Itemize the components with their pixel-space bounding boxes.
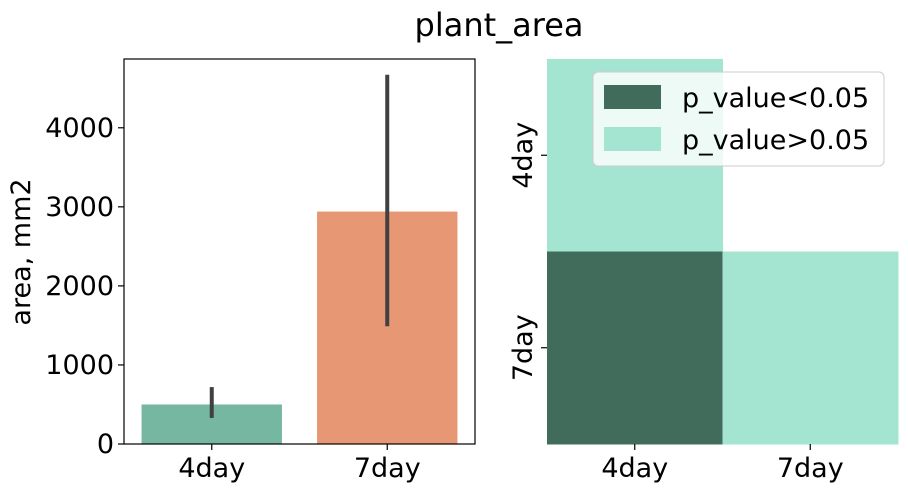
- y-axis-label: area, mm2: [6, 178, 37, 325]
- legend-swatch: [604, 127, 661, 151]
- heatmap-cell: [547, 251, 723, 445]
- y-tick-label: 0: [97, 429, 114, 460]
- legend: p_value<0.05 p_value>0.05: [592, 71, 885, 167]
- bar-marks: [141, 74, 458, 444]
- y-tick-label: 1000: [45, 350, 114, 381]
- x-tick-label: 7day: [777, 453, 844, 484]
- heatmap-cell: [722, 251, 899, 445]
- y-tick-label: 2000: [45, 271, 114, 302]
- figure-title: plant_area: [415, 6, 584, 44]
- y-tick-label: 4day: [508, 122, 539, 189]
- x-tick-label: 4day: [601, 453, 668, 484]
- y-tick-label: 4000: [45, 113, 114, 144]
- legend-box: [592, 71, 885, 167]
- legend-label: p_value<0.05: [682, 83, 869, 114]
- legend-label: p_value>0.05: [682, 125, 869, 156]
- legend-swatch: [604, 85, 661, 109]
- x-tick-label: 7day: [354, 453, 421, 484]
- heatmap-cells: [547, 59, 899, 445]
- x-tick-label: 4day: [178, 453, 245, 484]
- bar-plot-frame: [123, 58, 476, 445]
- y-tick-label: 3000: [45, 192, 114, 223]
- heatmap-chart: 4day 7day 4day 7day p_value<0.05 p_value>0.0…: [508, 59, 899, 484]
- bar-ticks: 4day 7day 0 1000 2000 3000 4000: [45, 113, 420, 484]
- bar-chart: 4day 7day 0 1000 2000 3000 4000 area, mm2: [6, 58, 476, 484]
- y-tick-label: 7day: [508, 314, 539, 381]
- heatmap-ticks: 4day 7day 4day 7day: [508, 122, 844, 484]
